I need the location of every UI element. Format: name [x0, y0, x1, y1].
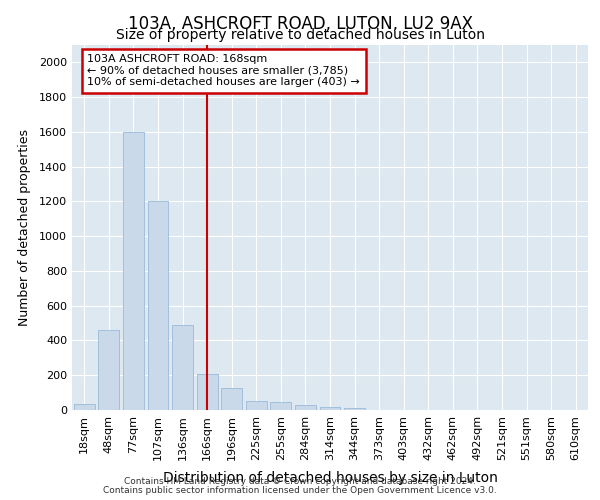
- Bar: [320, 408, 340, 410]
- Bar: [148, 202, 169, 410]
- Bar: [295, 405, 316, 410]
- Bar: [172, 325, 193, 410]
- Bar: [246, 402, 267, 410]
- Text: Contains public sector information licensed under the Open Government Licence v3: Contains public sector information licen…: [103, 486, 497, 495]
- Y-axis label: Number of detached properties: Number of detached properties: [17, 129, 31, 326]
- Text: 103A ASHCROFT ROAD: 168sqm
← 90% of detached houses are smaller (3,785)
10% of s: 103A ASHCROFT ROAD: 168sqm ← 90% of deta…: [88, 54, 360, 88]
- Text: Size of property relative to detached houses in Luton: Size of property relative to detached ho…: [115, 28, 485, 42]
- Bar: [197, 374, 218, 410]
- X-axis label: Distribution of detached houses by size in Luton: Distribution of detached houses by size …: [163, 471, 497, 485]
- Bar: [221, 388, 242, 410]
- Bar: [74, 404, 95, 410]
- Text: Contains HM Land Registry data © Crown copyright and database right 2024.: Contains HM Land Registry data © Crown c…: [124, 477, 476, 486]
- Bar: [98, 330, 119, 410]
- Text: 103A, ASHCROFT ROAD, LUTON, LU2 9AX: 103A, ASHCROFT ROAD, LUTON, LU2 9AX: [128, 15, 473, 33]
- Bar: [123, 132, 144, 410]
- Bar: [271, 402, 292, 410]
- Bar: [344, 408, 365, 410]
